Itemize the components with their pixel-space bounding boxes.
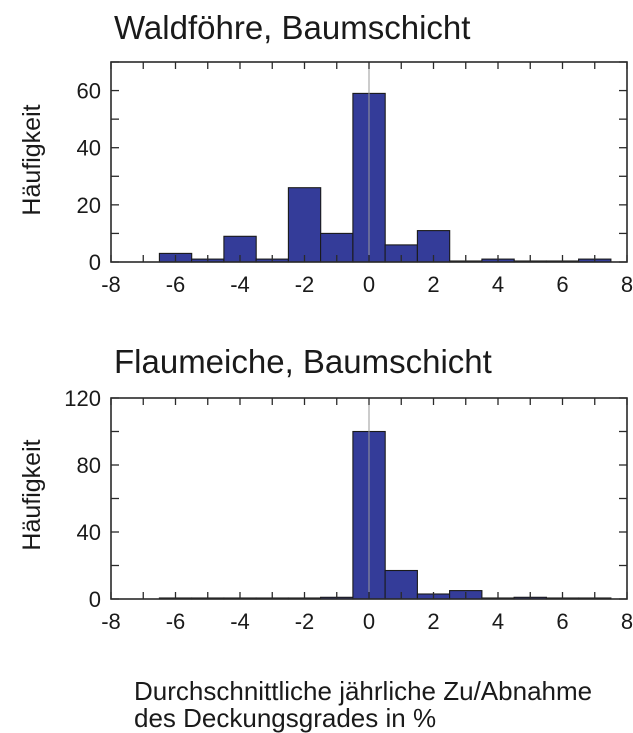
- x-tick-label: 0: [363, 609, 375, 634]
- bars-group: [158, 92, 612, 263]
- x-tick-label: -6: [166, 609, 186, 634]
- x-tick-label: 4: [492, 272, 504, 297]
- x-tick-label: 8: [621, 272, 633, 297]
- y-tick-label: 20: [77, 193, 101, 218]
- x-tick-label: -4: [230, 272, 250, 297]
- y-tick-label: 40: [77, 136, 101, 161]
- y-tick-label: 80: [77, 453, 101, 478]
- x-axis-label: Durchschnittliche jährliche Zu/Abnahme d…: [134, 676, 592, 733]
- y-axis-label: Häufigkeit: [18, 439, 46, 550]
- x-tick-label: -2: [295, 609, 315, 634]
- x-axis-label-line-2: des Deckungsgrades in %: [134, 703, 436, 733]
- x-tick-label: -2: [295, 272, 315, 297]
- x-tick-label: 2: [427, 272, 439, 297]
- x-tick-label: 6: [556, 609, 568, 634]
- x-tick-label: 2: [427, 609, 439, 634]
- panel-title: Flaumeiche, Baumschicht: [114, 343, 492, 380]
- panel-title: Waldföhre, Baumschicht: [114, 9, 470, 46]
- x-tick-label: 4: [492, 609, 504, 634]
- x-tick-label: -8: [101, 272, 121, 297]
- tick-group: -8 -6 -4 -2 0 2 4 6 8 0 20 40 60: [77, 61, 633, 297]
- y-tick-label: 40: [77, 520, 101, 545]
- y-axis-label: Häufigkeit: [18, 104, 46, 215]
- y-tick-label: 60: [77, 79, 101, 104]
- x-axis-label-line-1: Durchschnittliche jährliche Zu/Abnahme: [134, 676, 592, 706]
- x-tick-label: -8: [101, 609, 121, 634]
- x-tick-label: -4: [230, 609, 250, 634]
- y-tick-label: 0: [89, 250, 101, 275]
- y-tick-label: 0: [89, 587, 101, 612]
- bars-group: [158, 430, 612, 600]
- histogram-panel-waldfoehre: Waldföhre, Baumschicht Häufigkeit -8 -6 -4…: [18, 9, 633, 297]
- x-tick-label: -6: [166, 272, 186, 297]
- x-tick-label: 8: [621, 609, 633, 634]
- histogram-bar: [287, 187, 322, 263]
- histogram-panel-flaumeiche: Flaumeiche, Baumschicht Häufigkeit -8 -6 -…: [18, 343, 633, 634]
- x-tick-label: 6: [556, 272, 568, 297]
- y-tick-label: 120: [64, 386, 101, 411]
- x-tick-label: 0: [363, 272, 375, 297]
